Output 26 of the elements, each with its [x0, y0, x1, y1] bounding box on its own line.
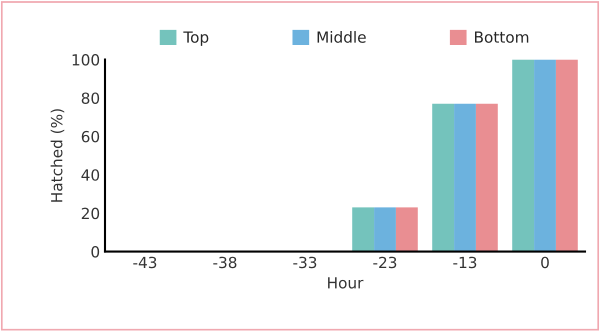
- bar: [454, 104, 476, 252]
- y-tick-label: 40: [81, 169, 100, 181]
- legend-label: Bottom: [475, 32, 528, 43]
- x-tick-label: -43: [133, 256, 156, 268]
- bar: [556, 60, 578, 252]
- bar: [534, 60, 556, 252]
- legend-label: Middle: [318, 31, 366, 43]
- bar: [396, 207, 418, 252]
- x-tick-label: 0: [541, 256, 549, 268]
- bar: [352, 207, 374, 252]
- y-tick-label: 0: [91, 246, 100, 258]
- y-tick-label: 80: [82, 92, 100, 104]
- y-tick-label: 60: [82, 130, 100, 142]
- x-axis-title: Hour: [328, 277, 364, 289]
- x-tick-label: -23: [373, 256, 396, 268]
- bar: [374, 207, 396, 252]
- bar: [512, 60, 534, 252]
- x-tick-label: -38: [213, 256, 236, 268]
- bar: [476, 104, 498, 252]
- y-axis-title: Hatched (%): [50, 109, 64, 202]
- x-tick-label: -13: [453, 256, 476, 268]
- x-tick-label: -33: [293, 256, 316, 268]
- legend-label: Top: [183, 32, 208, 46]
- y-tick-label: 20: [82, 208, 100, 220]
- y-tick-label: 100: [72, 54, 100, 66]
- bar: [432, 104, 454, 252]
